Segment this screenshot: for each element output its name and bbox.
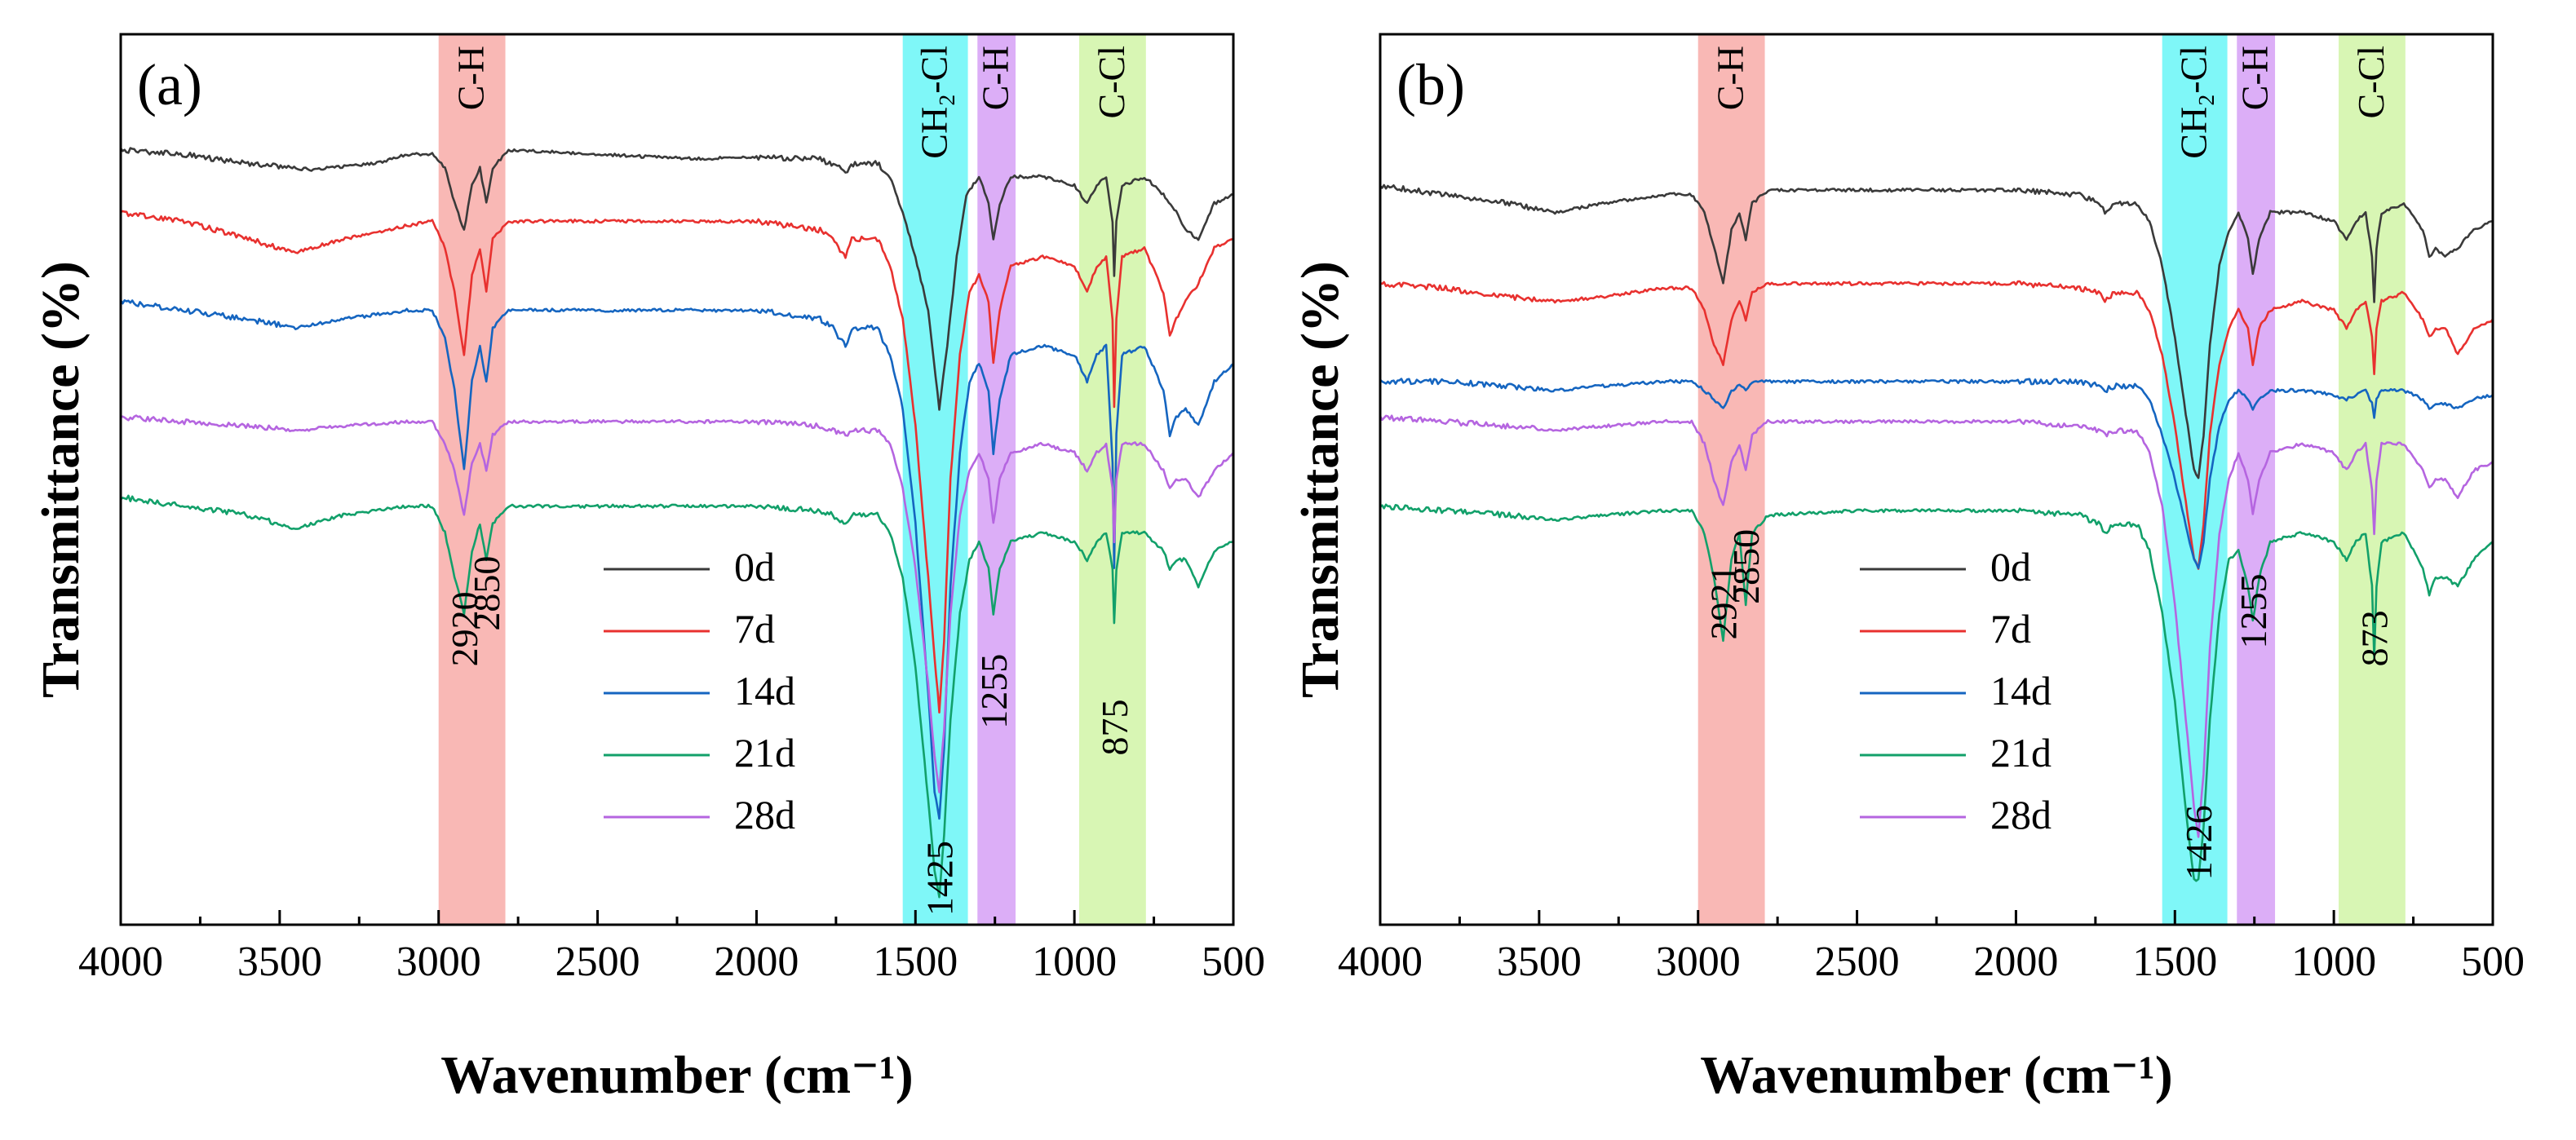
panel-a-legend-label-14d: 14d [734,668,795,714]
panel-b-band-2 [2237,34,2276,925]
panel-b-peak-label-1426: 1426 [2178,805,2220,880]
panel-b-peak-label-1255: 1255 [2233,573,2274,648]
panel-b-x-tick-label-1000: 1000 [2291,939,2376,985]
panel-b-x-tick-label-1500: 1500 [2132,939,2217,985]
panel-b-x-axis-title: Wavenumber (cm⁻¹) [1700,1045,2173,1105]
panel-a-y-axis-title: Transmittance (%) [31,261,91,698]
panel-a-band-1 [902,34,968,925]
panel-b-band-label-0: C-H [1710,46,1751,110]
panel-a-legend-label-7d: 7d [734,606,775,652]
panel-a-series-7d [120,210,1234,714]
panel-b-series-0d [1379,183,2494,479]
panel-b-legend-label-21d: 21d [1990,730,2052,775]
panel-b-legend-label-7d: 7d [1990,606,2031,652]
panel-b-peak-label-873: 873 [2354,610,2396,666]
panel-b-series-14d [1379,378,2494,569]
panel-a-series-21d [120,494,1234,899]
panel-a-x-tick-label-2000: 2000 [714,939,799,985]
panel-b-x-tick-label-3500: 3500 [1497,939,1582,985]
panel-a-band-label-0: C-H [450,46,492,110]
panel-b-band-1 [2162,34,2228,925]
panel-b-x-tick-label-2000: 2000 [1973,939,2058,985]
panel-a-peak-label-1425: 1425 [919,841,961,916]
panel-a-x-axis-title: Wavenumber (cm⁻¹) [440,1045,914,1105]
panel-a-ticks: 4000 3500 3000 2500 2000 1500 1000 500 [78,910,1265,985]
panel-b-band-label-3: C-Cl [2350,46,2392,118]
panel-a-legend-label-0d: 0d [734,544,775,590]
panel-a-peak-label-2850: 2850 [466,556,507,631]
panel-a-x-tick-label-3000: 3000 [396,939,481,985]
panel-b-ticks: 4000 3500 3000 2500 2000 1500 1000 500 [1338,910,2525,985]
panel-a-x-tick-label-2500: 2500 [555,939,640,985]
panel-a-band-label-1: CH₂-Cl [914,46,955,159]
panel-a-x-tick-label-1000: 1000 [1032,939,1117,985]
panel-b-x-tick-label-500: 500 [2461,939,2525,985]
panel-a-peak-label-875: 875 [1094,700,1135,756]
panel-a-label: (a) [137,52,202,117]
panel-a-band-0 [438,34,506,925]
panel-b-series-28d [1379,414,2494,838]
panel-b-band-0 [1697,34,1765,925]
panel-a-series-28d [120,414,1235,793]
panel-a-legend: 0d 7d 14d 21d 28d [604,544,795,837]
panel-a-peak-label-1255: 1255 [973,654,1015,729]
panel-b-legend-label-14d: 14d [1990,668,2052,714]
panel-a-legend-label-21d: 21d [734,730,795,775]
panel-a-x-tick-label-3500: 3500 [237,939,322,985]
panel-b-band-3 [2338,34,2406,925]
panel-b-legend-label-0d: 0d [1990,544,2031,590]
panel-a-series-14d [119,299,1234,820]
panel-b-peak-label-2850: 2850 [1725,529,1767,604]
panel-a-band-label-3: C-Cl [1091,46,1132,118]
panel-b-bands: C-H CH₂-Cl C-H C-Cl [1697,34,2406,925]
panel-a-bands: C-H CH₂-Cl C-H C-Cl [438,34,1146,925]
panel-b-label: (b) [1396,52,1465,117]
panel-a-band-2 [977,34,1016,925]
panel-a-band-label-2: C-H [975,46,1016,110]
panel-b-legend-label-28d: 28d [1990,792,2052,837]
panel-b-series-21d [1379,503,2494,882]
panel-b-band-label-1: CH₂-Cl [2173,46,2215,159]
panel-b-y-axis-title: Transmittance (%) [1290,261,1350,698]
panel-b-peak-label-2921: 2921 [1703,565,1745,640]
panel-b-x-tick-label-3000: 3000 [1656,939,1741,985]
panel-b-x-tick-label-2500: 2500 [1815,939,1900,985]
panel-b-x-tick-label-4000: 4000 [1338,939,1423,985]
panel-b-legend: 0d 7d 14d 21d 28d [1860,544,2052,837]
panel-b-frame [1379,33,2494,926]
panel-a-x-tick-label-500: 500 [1202,939,1265,985]
panel-a-legend-label-28d: 28d [734,792,795,837]
panel-a-series-0d [119,147,1234,411]
panel-b-band-label-2: C-H [2234,46,2276,110]
panel-a-x-tick-label-1500: 1500 [873,939,958,985]
panel-a-peak-label-2920: 2920 [444,591,485,666]
panel-b-series-7d [1379,280,2494,570]
panel-a-x-tick-label-4000: 4000 [78,939,163,985]
